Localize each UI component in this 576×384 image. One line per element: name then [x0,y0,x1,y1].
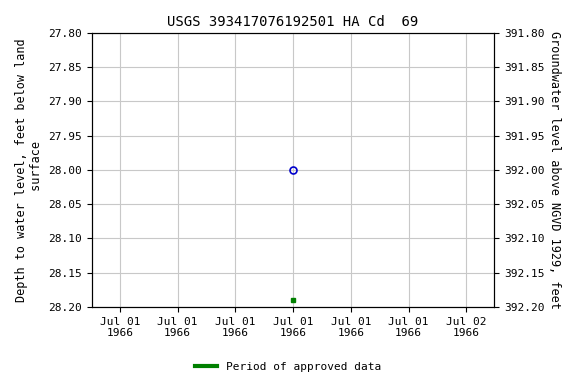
Title: USGS 393417076192501 HA Cd  69: USGS 393417076192501 HA Cd 69 [168,15,419,29]
Legend: Period of approved data: Period of approved data [191,358,385,377]
Y-axis label: Depth to water level, feet below land
 surface: Depth to water level, feet below land su… [15,38,43,302]
Y-axis label: Groundwater level above NGVD 1929, feet: Groundwater level above NGVD 1929, feet [548,31,561,309]
